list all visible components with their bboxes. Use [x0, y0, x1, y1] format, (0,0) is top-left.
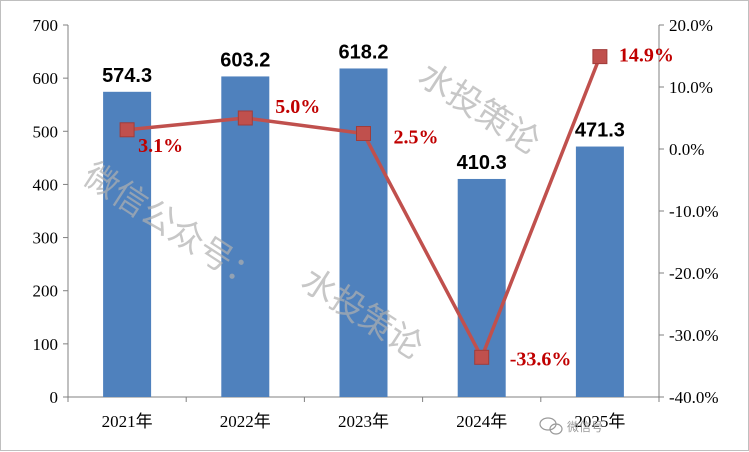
right-tick-label: -10.0% — [669, 202, 719, 221]
left-tick-label: 500 — [33, 122, 59, 141]
right-tick-label: 20.0% — [669, 16, 713, 35]
right-tick-label: -20.0% — [669, 264, 719, 283]
x-tick-label: 2025年 — [574, 412, 625, 431]
bar — [221, 76, 270, 397]
bar-value-label: 471.3 — [575, 120, 625, 142]
x-tick-label: 2021年 — [102, 412, 153, 431]
growth-rate-label: -33.6% — [510, 348, 572, 370]
wechat-icon-bubble — [549, 423, 563, 435]
left-tick-label: 300 — [33, 229, 59, 248]
left-tick-label: 700 — [33, 16, 59, 35]
left-tick-label: 100 — [33, 335, 59, 354]
left-tick-label: 0 — [50, 388, 59, 407]
growth-rate-marker — [237, 110, 253, 126]
growth-rate-marker — [592, 49, 608, 65]
x-tick-label: 2024年 — [456, 412, 507, 431]
bar-value-label: 410.3 — [457, 152, 507, 174]
bar-value-label: 574.3 — [102, 65, 152, 87]
growth-rate-marker — [474, 349, 490, 365]
bar — [575, 146, 624, 397]
right-tick-label: -40.0% — [669, 388, 719, 407]
right-tick-label: 0.0% — [669, 140, 704, 159]
growth-rate-label: 3.1% — [138, 135, 183, 157]
bar-value-label: 618.2 — [338, 41, 388, 63]
bar — [339, 68, 388, 397]
x-tick-label: 2022年 — [220, 412, 271, 431]
growth-rate-marker — [356, 126, 371, 141]
right-tick-label: 10.0% — [669, 78, 713, 97]
right-tick-label: -30.0% — [669, 326, 719, 345]
wechat-badge-text: 微信号 — [567, 420, 603, 434]
left-tick-label: 200 — [33, 282, 59, 301]
left-tick-label: 400 — [33, 175, 59, 194]
bar — [103, 91, 152, 397]
growth-rate-label: 2.5% — [394, 127, 439, 149]
left-tick-label: 600 — [33, 69, 59, 88]
x-tick-label: 2023年 — [338, 412, 389, 431]
bar-value-label: 603.2 — [220, 49, 270, 71]
growth-rate-label: 5.0% — [275, 96, 320, 118]
wechat-watermark-badge: 微信号 — [539, 417, 603, 435]
growth-rate-label: 14.9% — [619, 45, 674, 67]
growth-rate-marker — [119, 122, 135, 138]
